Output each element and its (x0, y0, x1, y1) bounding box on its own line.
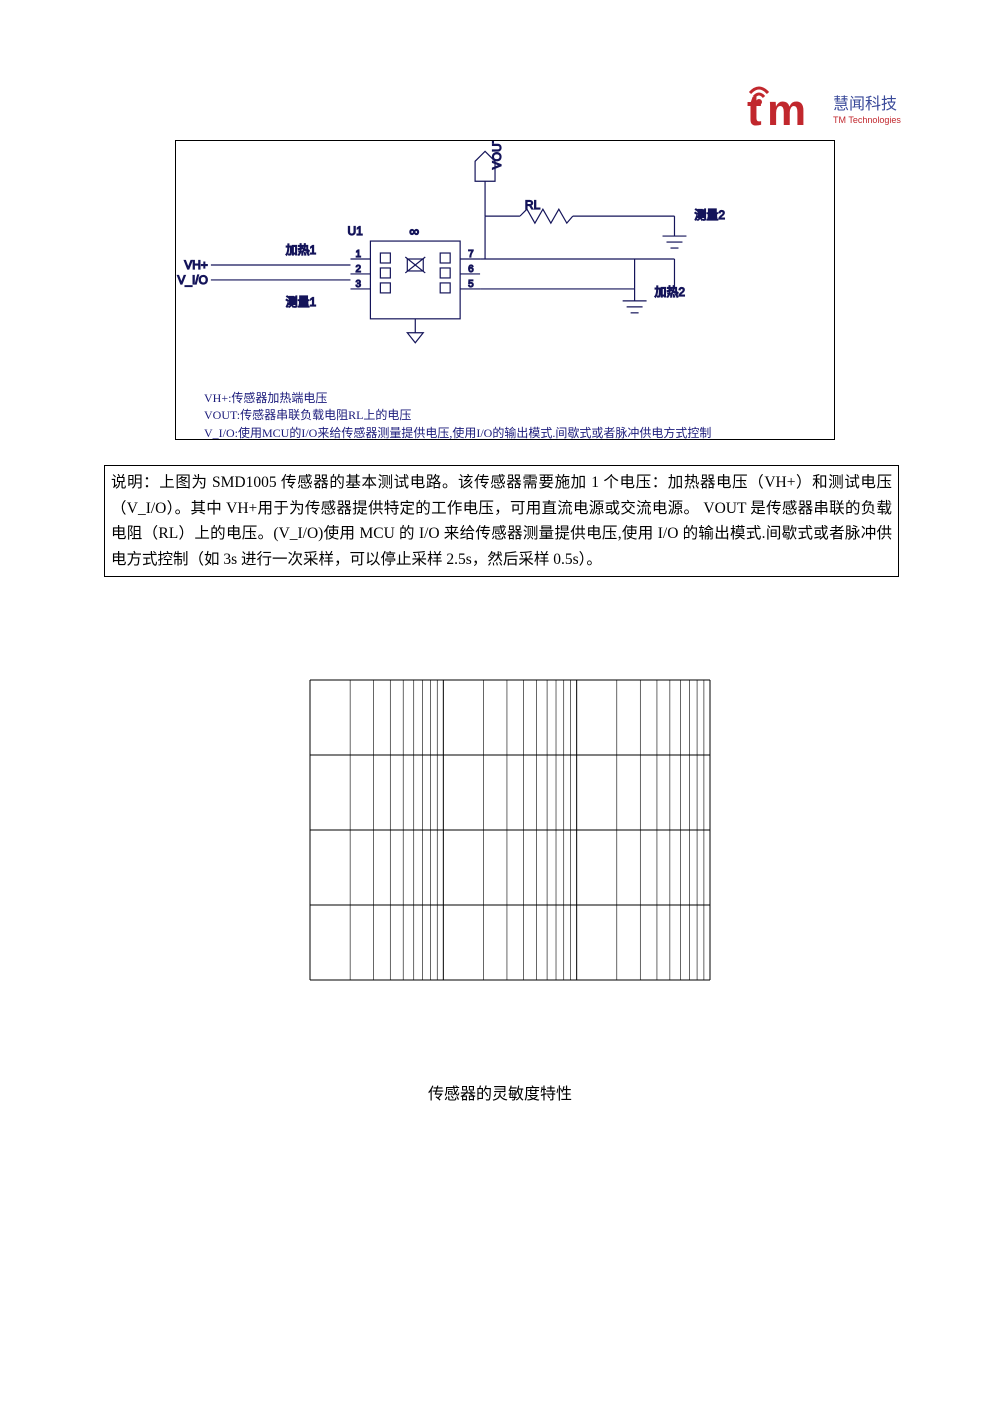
label-heat1: 加热1 (286, 243, 317, 257)
note-vio: V_I/O:使用MCU的I/O来给传感器测量提供电压,使用I/O的输出模式.间歇… (204, 425, 824, 442)
description-text: 说明：上图为 SMD1005 传感器的基本测试电路。该传感器需要施加 1 个电压… (111, 474, 892, 568)
label-vh: VH+ (184, 258, 208, 272)
svg-text:t: t (747, 86, 762, 130)
circuit-svg: VH+ V_I/O 加热1 测量1 U1 ∞ 1 2 3 7 6 5 (176, 141, 834, 381)
chart-svg (300, 660, 720, 1000)
logo-sub-en: TM Technologies (833, 115, 901, 125)
logo-sub-cn: 慧闻科技 (833, 95, 897, 113)
logo-svg: t m 慧闻科技 TM Technologies (735, 75, 905, 130)
pin-3: 3 (355, 279, 361, 290)
label-vout: VOUT (490, 141, 504, 169)
sensitivity-chart (300, 660, 720, 1000)
svg-text:m: m (767, 86, 806, 130)
chart-caption-text: 传感器的灵敏度特性 (428, 1086, 572, 1103)
circuit-notes: VH+:传感器加热端电压 VOUT:传感器串联负载电阻RL上的电压 V_I/O:… (176, 386, 834, 448)
circuit-diagram: VH+ V_I/O 加热1 测量1 U1 ∞ 1 2 3 7 6 5 (175, 140, 835, 440)
label-heat2: 加热2 (655, 285, 686, 299)
pin-7: 7 (468, 249, 474, 260)
company-logo: t m 慧闻科技 TM Technologies (735, 75, 905, 130)
pin-2: 2 (355, 264, 361, 275)
pin-1: 1 (355, 249, 361, 260)
note-vout: VOUT:传感器串联负载电阻RL上的电压 (204, 407, 824, 424)
label-meas2: 测量2 (694, 208, 725, 222)
pin-6: 6 (468, 264, 474, 275)
label-vio: V_I/O (177, 273, 208, 287)
description-box: 说明：上图为 SMD1005 传感器的基本测试电路。该传感器需要施加 1 个电压… (104, 465, 899, 577)
label-meas1: 测量1 (286, 295, 317, 309)
note-vh: VH+:传感器加热端电压 (204, 390, 824, 407)
chart-caption: 传感器的灵敏度特性 (0, 1080, 1000, 1104)
pin-5: 5 (468, 279, 474, 290)
chip-sym: ∞ (409, 223, 419, 239)
chip-name: U1 (347, 224, 363, 238)
